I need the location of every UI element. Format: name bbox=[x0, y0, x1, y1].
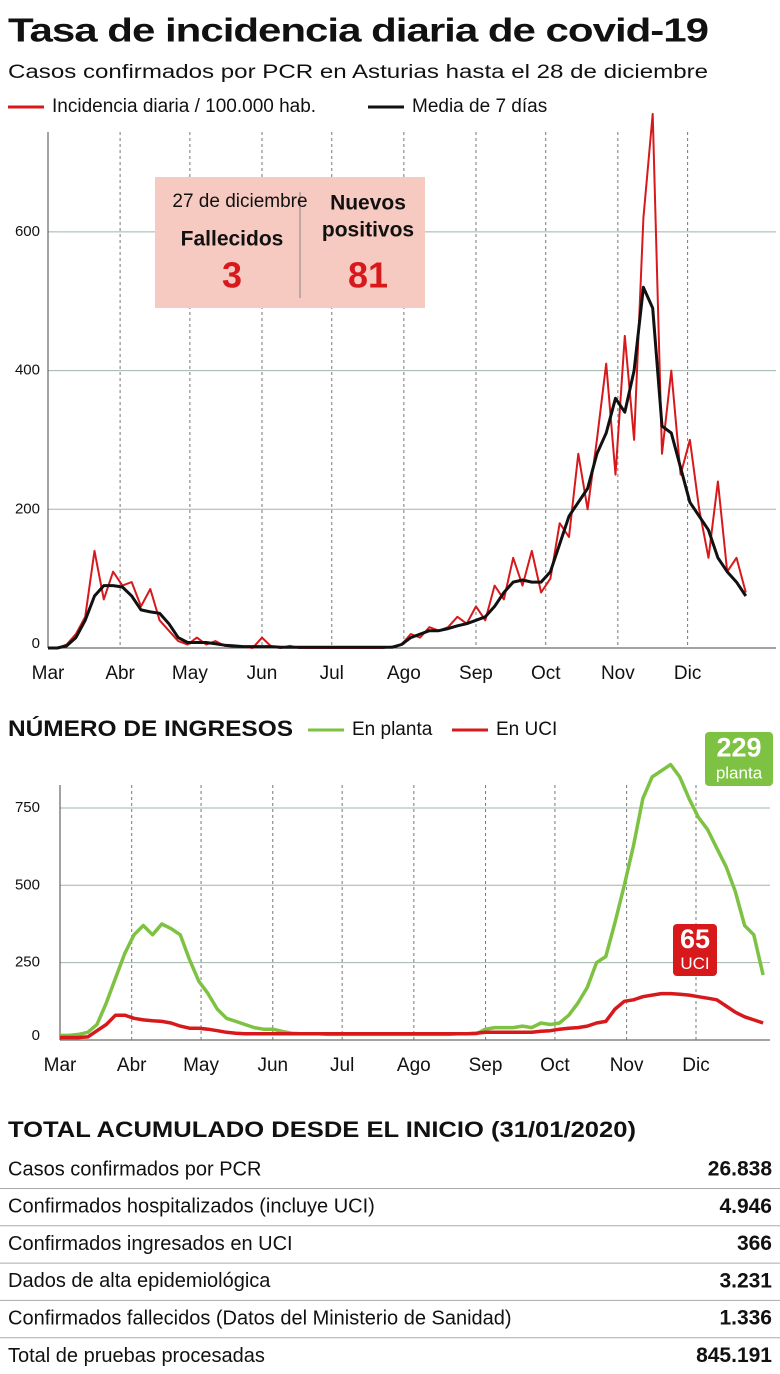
y-tick-label: 200 bbox=[15, 500, 40, 517]
row-label: Confirmados hospitalizados (incluye UCI) bbox=[8, 1196, 375, 1218]
row-value: 1.336 bbox=[719, 1307, 772, 1330]
x-tick-label: Abr bbox=[117, 1055, 147, 1076]
x-tick-label: Oct bbox=[540, 1055, 570, 1076]
x-tick-label: Nov bbox=[610, 1055, 644, 1076]
x-tick-label: Nov bbox=[601, 663, 635, 684]
callout: 27 de diciembre Fallecidos 3 Nuevos posi… bbox=[155, 177, 425, 308]
x-tick-label: Mar bbox=[44, 1055, 77, 1076]
callout-label: Fallecidos bbox=[181, 228, 284, 251]
callout-value: 81 bbox=[348, 255, 388, 296]
row-value: 3.231 bbox=[719, 1269, 772, 1292]
x-tick-label: May bbox=[172, 663, 208, 684]
y-tick-label: 500 bbox=[15, 876, 40, 893]
y-tick-label: 600 bbox=[15, 223, 40, 240]
annotation-label: UCI bbox=[680, 954, 709, 973]
callout-box bbox=[155, 177, 425, 308]
annotation-value: 229 bbox=[716, 732, 761, 762]
x-tick-label: Dic bbox=[682, 1055, 709, 1076]
annotation-value: 65 bbox=[680, 924, 710, 954]
legend-label: En UCI bbox=[496, 719, 557, 740]
x-tick-label: Jul bbox=[320, 663, 344, 684]
row-label: Confirmados ingresados en UCI bbox=[8, 1233, 293, 1255]
legend-label: Media de 7 días bbox=[412, 96, 547, 117]
series-line bbox=[60, 991, 764, 1040]
callout-value: 3 bbox=[222, 255, 242, 296]
x-tick-label: May bbox=[183, 1055, 219, 1076]
row-label: Dados de alta epidemiológica bbox=[8, 1270, 271, 1292]
y-tick-label: 250 bbox=[15, 954, 40, 971]
callout-label: Nuevos bbox=[330, 192, 406, 215]
row-value: 366 bbox=[737, 1232, 772, 1255]
x-tick-label: Ago bbox=[387, 663, 421, 684]
table-title: TOTAL ACUMULADO DESDE EL INICIO (31/01/2… bbox=[8, 1117, 636, 1142]
x-tick-label: Dic bbox=[674, 663, 701, 684]
x-tick-label: Abr bbox=[105, 663, 135, 684]
row-label: Confirmados fallecidos (Datos del Minist… bbox=[8, 1307, 512, 1329]
x-tick-label: Jun bbox=[247, 663, 278, 684]
row-label: Casos confirmados por PCR bbox=[8, 1158, 261, 1180]
x-tick-label: Jul bbox=[330, 1055, 354, 1076]
row-value: 4.946 bbox=[719, 1195, 772, 1218]
annotation-box bbox=[673, 924, 717, 976]
x-tick-label: Sep bbox=[459, 663, 493, 684]
annotation-box bbox=[705, 732, 773, 786]
y-tick-label: 0 bbox=[32, 1027, 40, 1044]
x-tick-label: Oct bbox=[531, 663, 561, 684]
callout-date: 27 de diciembre bbox=[172, 191, 307, 212]
y-tick-label: 400 bbox=[15, 362, 40, 379]
callout-label: positivos bbox=[322, 219, 414, 242]
legend-label: En planta bbox=[352, 719, 433, 740]
series-line bbox=[48, 285, 748, 650]
x-tick-label: Ago bbox=[397, 1055, 431, 1076]
annotation-label: planta bbox=[716, 764, 763, 783]
chart-title: NÚMERO DE INGRESOS bbox=[8, 716, 293, 741]
y-tick-label: 750 bbox=[15, 799, 40, 816]
row-label: Total de pruebas procesadas bbox=[8, 1345, 265, 1367]
x-tick-label: Sep bbox=[469, 1055, 503, 1076]
title: Tasa de incidencia diaria de covid-19 bbox=[8, 12, 709, 49]
x-tick-label: Mar bbox=[32, 663, 65, 684]
legend-label: Incidencia diaria / 100.000 hab. bbox=[52, 96, 316, 117]
subtitle: Casos confirmados por PCR en Asturias ha… bbox=[8, 62, 708, 83]
x-tick-label: Jun bbox=[257, 1055, 288, 1076]
y-tick-label: 0 bbox=[32, 635, 40, 652]
row-value: 26.838 bbox=[708, 1158, 773, 1181]
row-value: 845.191 bbox=[696, 1344, 772, 1367]
